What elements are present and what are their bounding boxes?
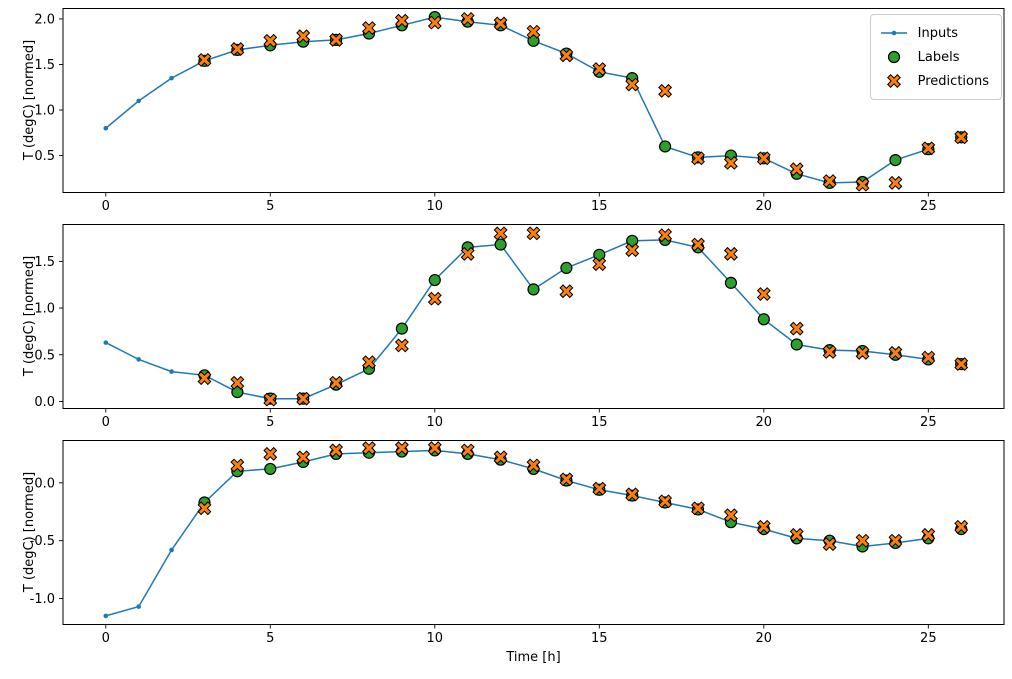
svg-text:0.5: 0.5 <box>34 348 55 363</box>
svg-text:-0.5: -0.5 <box>30 534 55 549</box>
legend-item-predictions: Predictions <box>879 69 989 93</box>
svg-text:1.0: 1.0 <box>34 104 55 119</box>
svg-text:15: 15 <box>591 631 608 646</box>
svg-text:-1.0: -1.0 <box>30 592 55 607</box>
svg-text:0: 0 <box>102 631 110 646</box>
svg-text:10: 10 <box>427 415 444 430</box>
y-axis-label-2: T (degC) [normed] <box>22 255 37 377</box>
svg-text:15: 15 <box>591 415 608 430</box>
legend-label-predictions: Predictions <box>917 73 989 89</box>
labels-circle-icon <box>887 50 900 64</box>
svg-text:25: 25 <box>920 631 937 646</box>
legend-item-labels: Labels <box>879 45 989 69</box>
inputs-line-icon <box>880 30 907 36</box>
svg-text:10: 10 <box>427 199 444 214</box>
y-axis-label-1: T (degC) [normed] <box>22 39 37 161</box>
subplot-1-canvas: 0 5 10 15 20 25 0.5 1.0 1.5 2.0 <box>34 8 1005 214</box>
subplot-3-canvas: 0 5 10 15 20 25 -1.0 -0.5 0.0 <box>30 440 1005 646</box>
svg-text:10: 10 <box>427 631 444 646</box>
subplot-3: 0 5 10 15 20 25 -1.0 -0.5 0.0 <box>0 440 1012 655</box>
y-axis-label-3: T (degC) [normed] <box>22 471 37 593</box>
subplot-2-canvas: 0 5 10 15 20 25 0.0 0.5 1.0 1.5 <box>34 224 1005 430</box>
svg-text:0: 0 <box>102 199 110 214</box>
svg-text:0: 0 <box>102 415 110 430</box>
svg-text:1.5: 1.5 <box>34 58 55 73</box>
svg-text:25: 25 <box>920 415 937 430</box>
svg-text:5: 5 <box>266 199 274 214</box>
svg-text:5: 5 <box>266 631 274 646</box>
legend: Inputs Labels Predictions <box>869 14 1002 100</box>
subplot-1: 0 5 10 15 20 25 0.5 1.0 1.5 2.0 <box>0 8 1012 223</box>
svg-text:15: 15 <box>591 199 608 214</box>
legend-label-labels: Labels <box>917 49 960 65</box>
svg-text:20: 20 <box>756 415 773 430</box>
svg-text:20: 20 <box>756 631 773 646</box>
svg-text:0.0: 0.0 <box>34 476 55 491</box>
svg-text:2.0: 2.0 <box>34 12 55 27</box>
svg-text:1.5: 1.5 <box>34 255 55 270</box>
subplot-2: 0 5 10 15 20 25 0.0 0.5 1.0 1.5 <box>0 224 1012 439</box>
svg-text:5: 5 <box>266 415 274 430</box>
legend-label-inputs: Inputs <box>917 25 959 41</box>
predictions-x-icon <box>886 74 901 88</box>
svg-text:20: 20 <box>756 199 773 214</box>
svg-text:1.0: 1.0 <box>34 302 55 317</box>
svg-text:25: 25 <box>920 199 937 214</box>
svg-text:0.0: 0.0 <box>34 395 55 410</box>
legend-item-inputs: Inputs <box>879 21 989 45</box>
x-axis-label: Time [h] <box>506 650 561 665</box>
svg-text:0.5: 0.5 <box>34 149 55 164</box>
